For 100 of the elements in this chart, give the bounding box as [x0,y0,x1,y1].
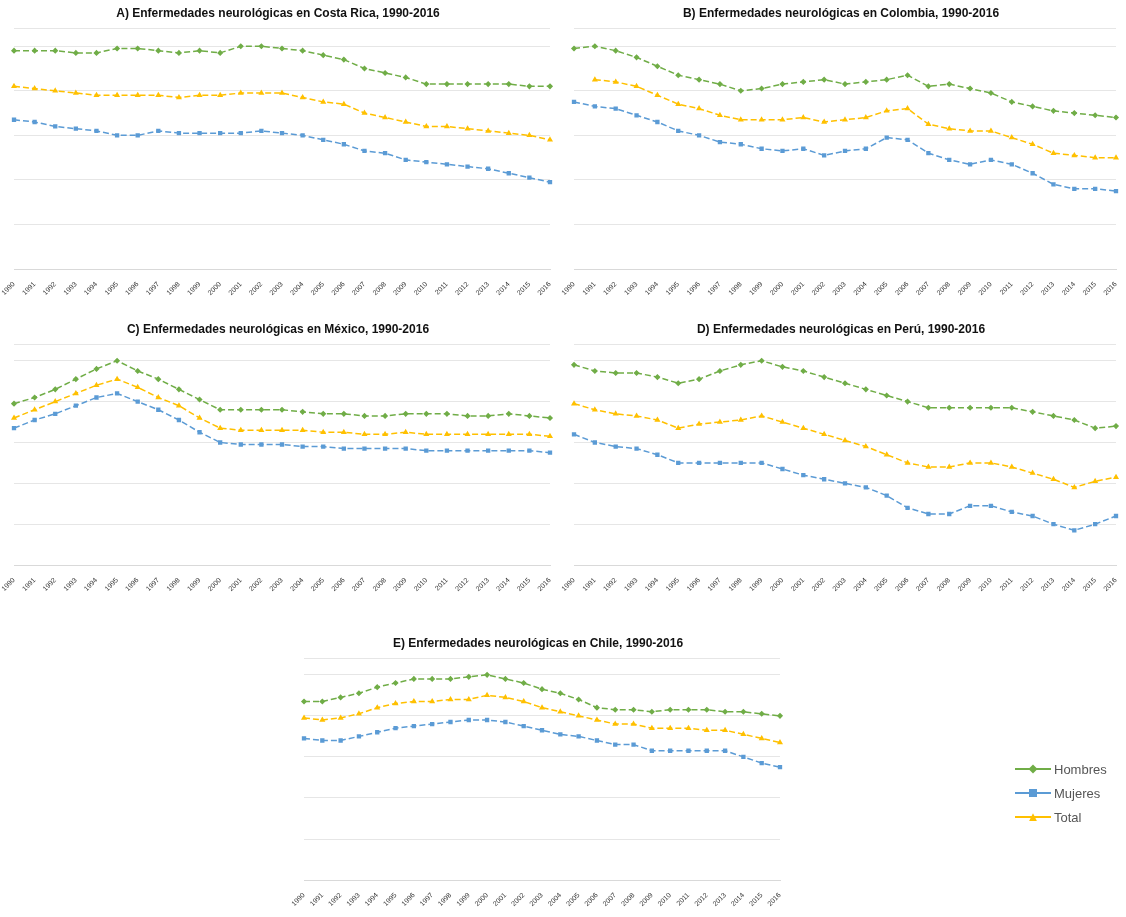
chart-title: D) Enfermedades neurológicas en Perú, 1990-2016 [696,321,986,336]
point [402,74,409,81]
point [300,133,305,138]
point [1071,484,1077,490]
point [1030,513,1035,519]
point [337,694,344,701]
point [217,425,223,430]
point [925,404,932,411]
point [884,135,889,140]
point [259,128,264,134]
point [301,698,307,705]
point [361,413,368,419]
point [52,386,58,393]
point [967,85,973,92]
point [717,419,723,424]
point [1072,528,1077,533]
point [967,460,973,465]
point [634,83,640,89]
point [375,730,380,735]
point [506,411,512,417]
point [238,407,244,413]
point [338,738,343,743]
point [634,413,640,418]
point [631,721,637,726]
point [114,92,120,97]
point [382,446,388,451]
point [883,392,890,399]
point [1113,423,1119,429]
point [654,63,661,70]
point [135,399,140,404]
point [1113,474,1119,479]
point [547,450,553,455]
point [114,391,120,396]
point [506,448,511,453]
point [649,709,655,715]
point [114,45,120,52]
point [800,368,807,374]
point [32,85,38,91]
point [258,43,265,49]
point [429,698,435,704]
point [655,452,660,457]
point [31,394,38,401]
point [485,128,491,133]
point [361,431,367,437]
point [675,425,681,430]
point [73,126,79,131]
point [1050,108,1057,114]
point [722,748,728,753]
point [506,81,512,87]
point [93,382,99,388]
point [676,128,681,134]
point [156,128,161,134]
point [11,426,17,431]
point [967,404,973,411]
point [947,511,952,517]
point [547,137,553,142]
point [429,676,435,682]
point [520,680,527,686]
point [884,451,890,457]
point [863,114,869,120]
point [558,732,563,737]
point [571,99,577,105]
point [759,146,764,151]
point [704,748,709,753]
point [484,672,490,678]
point [780,148,785,154]
point [988,90,994,96]
point [447,676,454,682]
point [156,407,161,412]
point [134,45,141,52]
point [279,130,285,136]
point [675,380,681,386]
point [717,112,723,118]
point [114,376,120,381]
point [382,413,388,419]
point [1092,112,1098,119]
point [135,92,141,97]
point [527,175,532,180]
point [696,421,702,426]
point [444,411,450,417]
point [863,146,869,151]
point [685,725,691,730]
point [135,384,141,390]
point [821,374,827,380]
point [717,368,723,374]
point [547,179,553,185]
point [904,398,911,405]
point [883,76,890,83]
point [1113,154,1119,160]
point [988,157,994,163]
point [155,92,161,97]
point [521,698,527,704]
point [484,717,490,723]
point [571,432,577,437]
point [759,460,764,466]
point [382,70,388,76]
point [320,429,326,434]
point [667,748,673,753]
point [382,431,388,437]
point [341,429,347,434]
